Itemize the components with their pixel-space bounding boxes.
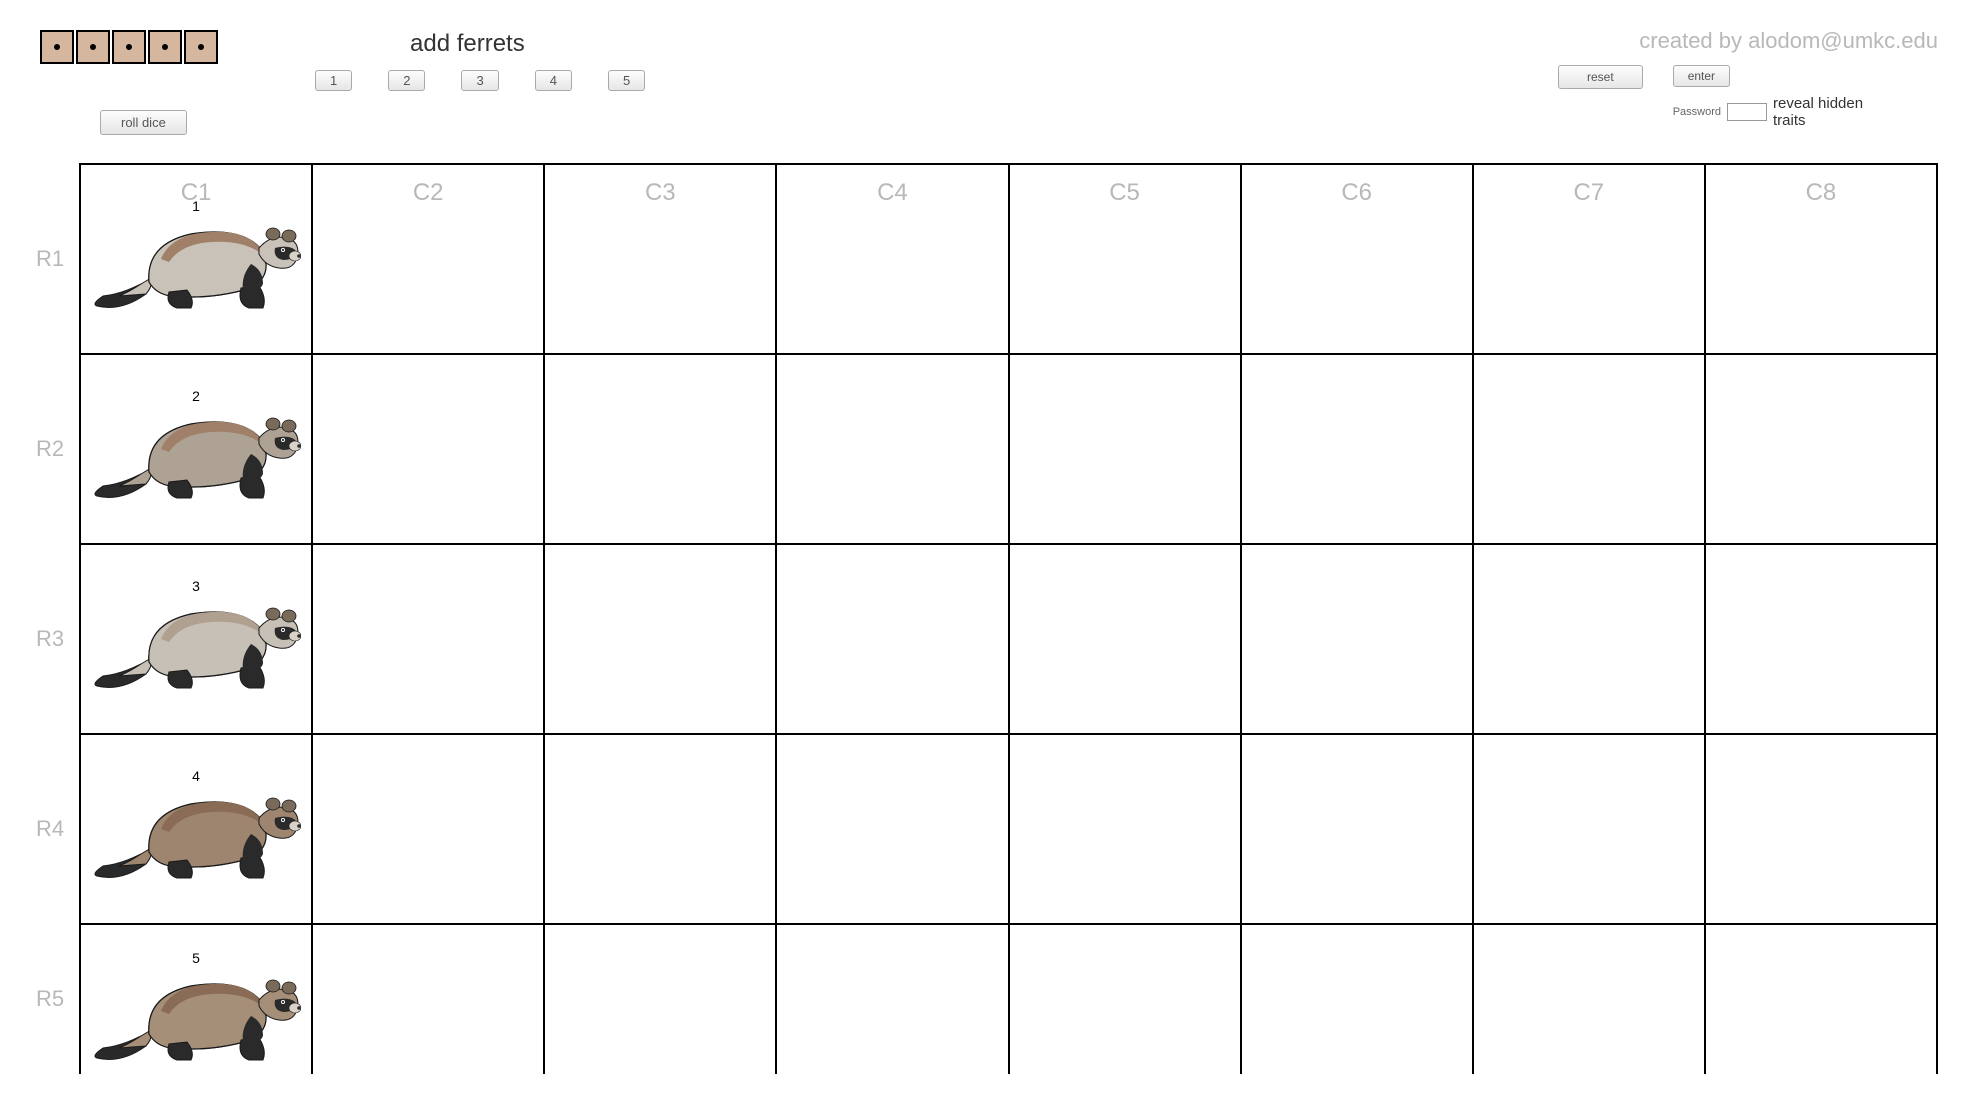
cell-R1-C4[interactable]: C4: [776, 164, 1008, 354]
die-3: [112, 30, 146, 64]
cell-R4-C3[interactable]: [544, 734, 776, 924]
cell-R1-C5[interactable]: C5: [1009, 164, 1241, 354]
reset-button[interactable]: reset: [1558, 65, 1643, 89]
ferret-number-label: 4: [192, 768, 200, 784]
row-header-R5: R5: [30, 924, 80, 1074]
pip-icon: [162, 44, 168, 50]
pip-icon: [90, 44, 96, 50]
cell-R2-C7[interactable]: [1473, 354, 1705, 544]
ferret-4[interactable]: 4: [91, 774, 301, 884]
ferret-number-label: 1: [192, 198, 200, 214]
add-ferret-button-3[interactable]: 3: [461, 70, 498, 91]
add-ferret-button-4[interactable]: 4: [535, 70, 572, 91]
row-header-R2: R2: [30, 354, 80, 544]
pip-icon: [198, 44, 204, 50]
cell-R5-C3[interactable]: [544, 924, 776, 1074]
ferret-icon: [91, 584, 301, 694]
cell-R2-C3[interactable]: [544, 354, 776, 544]
cell-R1-C1[interactable]: C11: [80, 164, 312, 354]
pip-icon: [54, 44, 60, 50]
roll-dice-button[interactable]: roll dice: [100, 110, 187, 135]
add-ferret-button-5[interactable]: 5: [608, 70, 645, 91]
password-input[interactable]: [1727, 103, 1767, 121]
ferret-icon: [91, 204, 301, 314]
cell-R2-C5[interactable]: [1009, 354, 1241, 544]
col-header-C5: C5: [1010, 179, 1240, 207]
cell-R3-C2[interactable]: [312, 544, 544, 734]
cell-R4-C5[interactable]: [1009, 734, 1241, 924]
top-bar: roll dice add ferrets 1 2 3 4 5 created by a…: [0, 0, 1973, 150]
reset-area: reset enter Password reveal hidden trait…: [1558, 65, 1873, 130]
col-header-C4: C4: [777, 179, 1007, 207]
cell-R2-C4[interactable]: [776, 354, 1008, 544]
cell-R3-C7[interactable]: [1473, 544, 1705, 734]
dice-area: [40, 30, 218, 64]
ferret-5[interactable]: 5: [91, 956, 301, 1066]
cell-R5-C4[interactable]: [776, 924, 1008, 1074]
cell-R5-C1[interactable]: 5: [80, 924, 312, 1074]
cell-R5-C8[interactable]: [1705, 924, 1937, 1074]
cell-R4-C1[interactable]: 4: [80, 734, 312, 924]
cell-R4-C2[interactable]: [312, 734, 544, 924]
cell-R5-C2[interactable]: [312, 924, 544, 1074]
add-ferret-button-1[interactable]: 1: [315, 70, 352, 91]
cell-R5-C6[interactable]: [1241, 924, 1473, 1074]
die-5: [184, 30, 218, 64]
cell-R2-C6[interactable]: [1241, 354, 1473, 544]
add-ferret-buttons: 1 2 3 4 5: [315, 70, 645, 91]
row-header-R3: R3: [30, 544, 80, 734]
enter-column: enter Password reveal hidden traits: [1673, 65, 1873, 130]
cell-R3-C5[interactable]: [1009, 544, 1241, 734]
cell-R5-C5[interactable]: [1009, 924, 1241, 1074]
ferret-icon: [91, 956, 301, 1066]
ferret-1[interactable]: 1: [91, 204, 301, 314]
cell-R3-C6[interactable]: [1241, 544, 1473, 734]
grid: R1C11 C2C3C4C5C6C7C8R22: [30, 163, 1938, 1074]
enter-button[interactable]: enter: [1673, 65, 1730, 87]
col-header-C8: C8: [1706, 179, 1936, 207]
reveal-hidden-traits-label: reveal hidden traits: [1773, 95, 1873, 130]
ferret-icon: [91, 394, 301, 504]
ferret-icon: [91, 774, 301, 884]
col-header-C3: C3: [545, 179, 775, 207]
ferret-number-label: 3: [192, 578, 200, 594]
cell-R4-C4[interactable]: [776, 734, 1008, 924]
password-label: Password: [1673, 106, 1721, 118]
cell-R3-C1[interactable]: 3: [80, 544, 312, 734]
cell-R2-C8[interactable]: [1705, 354, 1937, 544]
cell-R4-C6[interactable]: [1241, 734, 1473, 924]
cell-R1-C7[interactable]: C7: [1473, 164, 1705, 354]
cell-R1-C2[interactable]: C2: [312, 164, 544, 354]
die-1: [40, 30, 74, 64]
col-header-C6: C6: [1242, 179, 1472, 207]
cell-R4-C7[interactable]: [1473, 734, 1705, 924]
ferret-3[interactable]: 3: [91, 584, 301, 694]
add-ferret-button-2[interactable]: 2: [388, 70, 425, 91]
cell-R1-C6[interactable]: C6: [1241, 164, 1473, 354]
grid-table: R1C11 C2C3C4C5C6C7C8R22: [30, 163, 1938, 1074]
cell-R3-C3[interactable]: [544, 544, 776, 734]
cell-R3-C8[interactable]: [1705, 544, 1937, 734]
ferret-number-label: 2: [192, 388, 200, 404]
die-2: [76, 30, 110, 64]
cell-R1-C8[interactable]: C8: [1705, 164, 1937, 354]
row-header-R1: R1: [30, 164, 80, 354]
cell-R5-C7[interactable]: [1473, 924, 1705, 1074]
cell-R2-C1[interactable]: 2: [80, 354, 312, 544]
ferret-number-label: 5: [192, 950, 200, 966]
pip-icon: [126, 44, 132, 50]
col-header-C2: C2: [313, 179, 543, 207]
row-header-R4: R4: [30, 734, 80, 924]
ferret-2[interactable]: 2: [91, 394, 301, 504]
die-4: [148, 30, 182, 64]
cell-R1-C3[interactable]: C3: [544, 164, 776, 354]
credit-text: created by alodom@umkc.edu: [1639, 28, 1938, 54]
add-ferrets-label: add ferrets: [410, 30, 525, 58]
cell-R4-C8[interactable]: [1705, 734, 1937, 924]
cell-R3-C4[interactable]: [776, 544, 1008, 734]
cell-R2-C2[interactable]: [312, 354, 544, 544]
password-row: Password reveal hidden traits: [1673, 95, 1873, 130]
col-header-C7: C7: [1474, 179, 1704, 207]
